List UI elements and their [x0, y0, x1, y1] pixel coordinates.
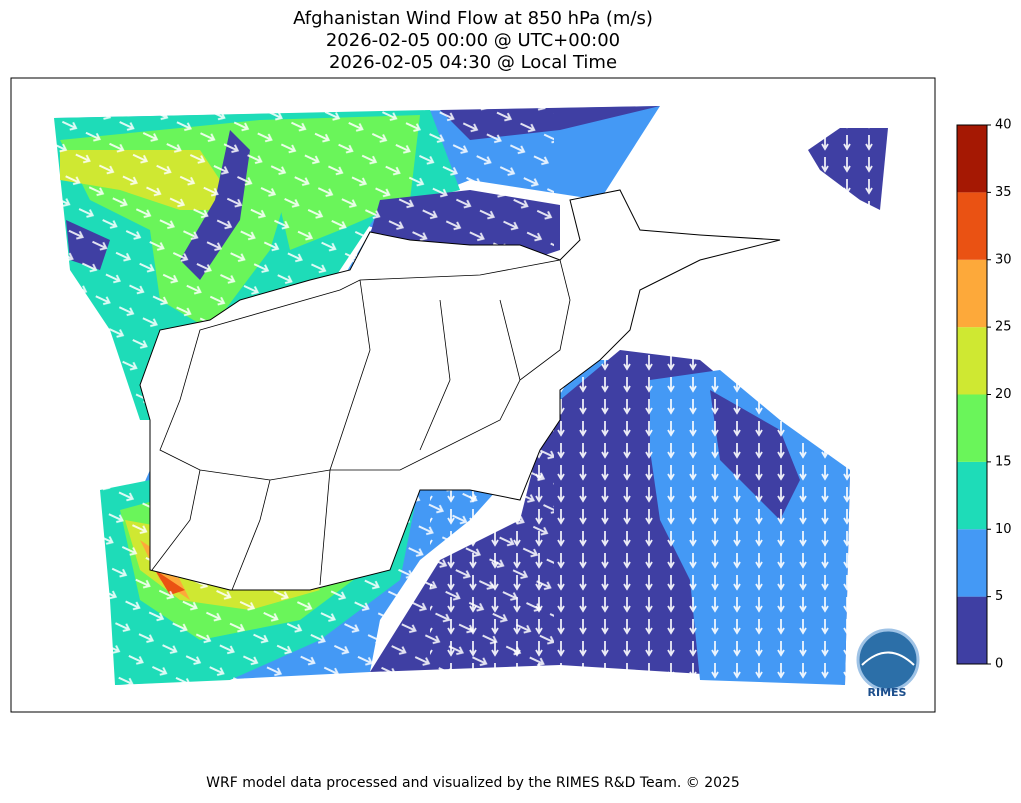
- colorbar-segment: [957, 394, 987, 462]
- colorbar-tick-label: 30: [995, 252, 1012, 267]
- title-line: 2026-02-05 00:00 @ UTC+00:00: [326, 30, 620, 51]
- colorbar-segment: [957, 461, 987, 530]
- colorbar-segment: [957, 192, 987, 260]
- title-line: 2026-02-05 04:30 @ Local Time: [329, 52, 617, 73]
- logo: RIMES: [856, 628, 920, 699]
- colorbar-tick-label: 15: [995, 454, 1012, 469]
- colorbar-segment: [957, 125, 987, 193]
- colorbar-tick-label: 20: [995, 387, 1012, 402]
- logo-text: RIMES: [868, 686, 907, 699]
- colorbar-segment: [957, 259, 987, 328]
- colorbar-tick-label: 5: [995, 589, 1003, 604]
- colorbar: 0 5 10 15 20 25 30 35 40: [956, 118, 1012, 672]
- colorbar-segment: [957, 529, 987, 597]
- title-line: Afghanistan Wind Flow at 850 hPa (m/s): [293, 8, 653, 29]
- colorbar-tick-label: 25: [995, 320, 1012, 335]
- colorbar-tick-label: 10: [995, 522, 1012, 537]
- colorbar-tick-label: 35: [995, 185, 1012, 200]
- map-field: [54, 106, 888, 686]
- colorbar-segment: [957, 596, 987, 664]
- map-frame: [10, 77, 936, 713]
- colorbar-segment: [957, 327, 987, 395]
- colorbar-tick-label: 0: [995, 657, 1003, 672]
- colorbar-tick-label: 40: [995, 118, 1012, 133]
- footer: WRF model data processed and visualized …: [206, 775, 740, 791]
